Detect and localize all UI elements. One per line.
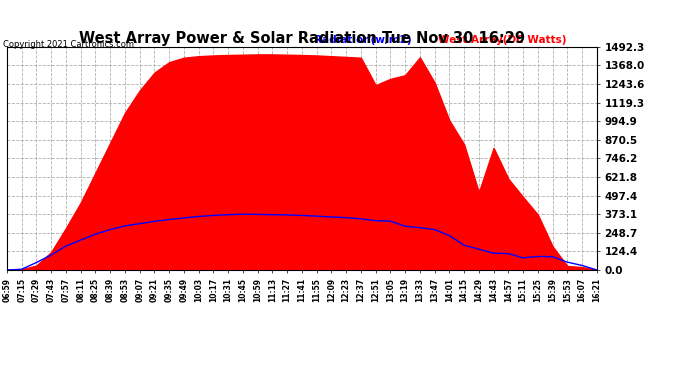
Text: Copyright 2021 Cartronics.com: Copyright 2021 Cartronics.com xyxy=(3,40,135,49)
Text: Radiation(w/m2): Radiation(w/m2) xyxy=(314,34,411,45)
Title: West Array Power & Solar Radiation Tue Nov 30 16:29: West Array Power & Solar Radiation Tue N… xyxy=(79,31,525,46)
Text: West Array(DC Watts): West Array(DC Watts) xyxy=(437,34,566,45)
